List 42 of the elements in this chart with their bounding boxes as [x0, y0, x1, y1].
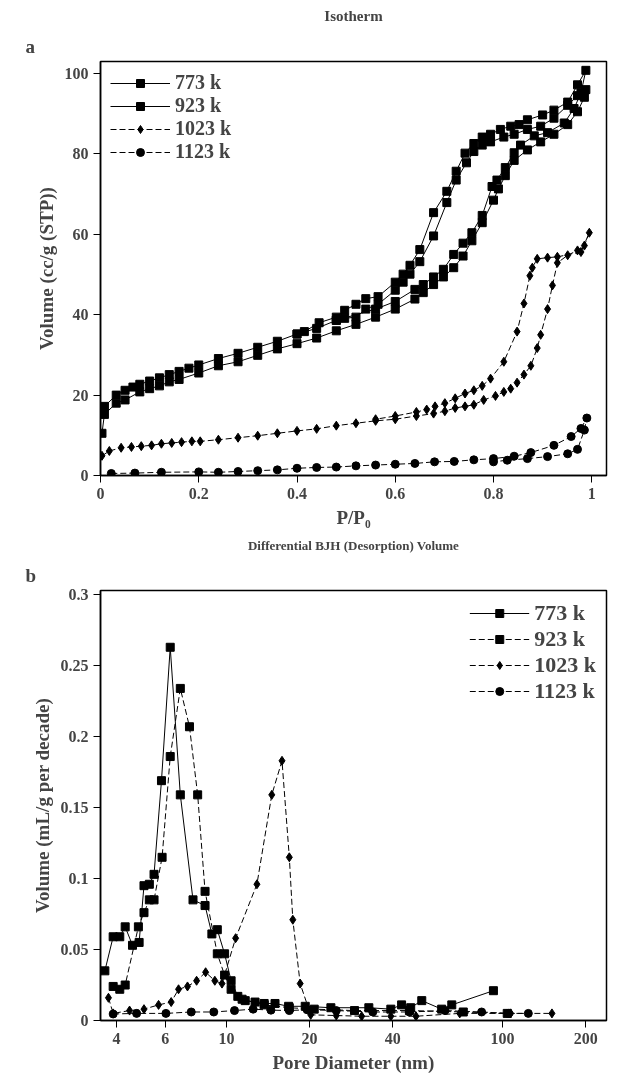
legend-label: 1023 k — [534, 652, 596, 678]
chart-title: Isotherm — [324, 7, 384, 24]
x-tick-label: 0.8 — [483, 484, 504, 502]
y-tick-label: 0.2 — [68, 728, 89, 746]
y-tick-label: 0.25 — [60, 657, 89, 675]
y-tick-label: 0.15 — [60, 799, 89, 817]
y-tick-label: 0.3 — [68, 586, 89, 604]
x-tick-label: 4 — [112, 1029, 121, 1047]
x-tick-label: 0.4 — [287, 484, 307, 502]
y-axis-title: Volume (cc/g (STP)) — [35, 187, 58, 350]
x-tick-label: 10 — [218, 1029, 235, 1047]
x-tick-label: 0.6 — [385, 484, 406, 502]
x-tick-label: 6 — [161, 1029, 170, 1047]
x-tick-label: 0.2 — [188, 484, 209, 502]
y-tick-label: 60 — [72, 225, 89, 243]
x-tick-label: 40 — [384, 1029, 401, 1047]
y-tick-label: 0 — [80, 1012, 89, 1029]
y-axis-title: Volume (mL/g per decade) — [31, 698, 54, 914]
y-tick-label: 0 — [80, 467, 89, 484]
x-axis-title: Pore Diameter (nm) — [272, 1051, 435, 1074]
x-tick-label: 1 — [587, 484, 596, 502]
y-tick-label: 40 — [72, 306, 89, 324]
y-tick-label: 80 — [72, 145, 89, 163]
x-tick-label: 200 — [573, 1029, 598, 1047]
legend-label: 773 k — [534, 600, 585, 626]
y-tick-label: 20 — [72, 386, 89, 404]
x-tick-label: 0 — [96, 484, 105, 502]
legend-label: 1123 k — [175, 140, 231, 163]
legend-label: 1123 k — [534, 678, 595, 704]
x-axis-title: P/P₀ — [336, 506, 371, 528]
chart-title: Differential BJH (Desorption) Volume — [247, 537, 460, 553]
legend-label: 773 k — [175, 71, 222, 94]
legend-label: 1023 k — [175, 117, 232, 140]
legend-label: 923 k — [534, 626, 585, 652]
y-tick-label: 0.05 — [60, 941, 89, 959]
legend-label: 923 k — [175, 94, 222, 117]
x-tick-label: 100 — [490, 1029, 515, 1047]
x-tick-label: 20 — [301, 1029, 318, 1047]
text: b — [25, 564, 37, 586]
y-tick-label: 100 — [64, 65, 89, 83]
text: a — [25, 35, 36, 57]
y-tick-label: 0.1 — [68, 870, 89, 888]
